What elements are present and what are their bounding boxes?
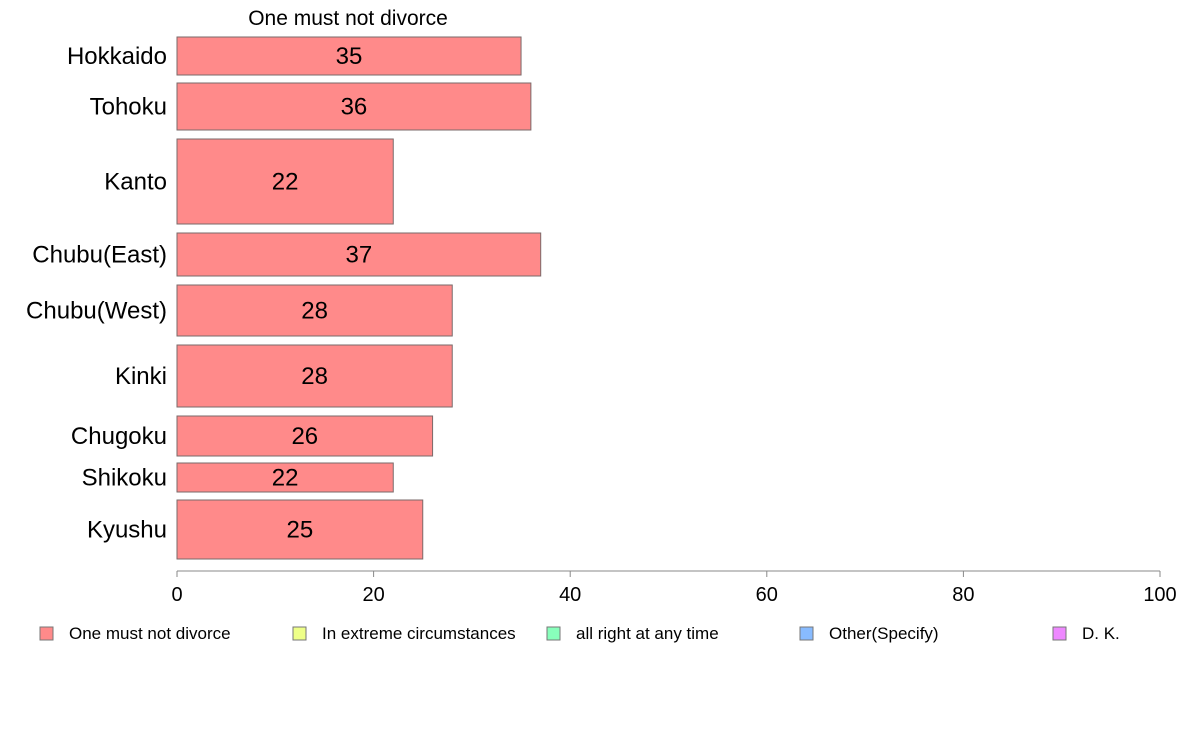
legend: One must not divorce In extreme circumsta… [39, 624, 1120, 643]
legend-swatch [39, 626, 54, 641]
value-label: 22 [272, 169, 299, 196]
legend-swatch [799, 626, 814, 641]
bar-kanto-s0 [176, 138, 394, 225]
value-label: 35 [336, 43, 363, 70]
x-tick-label: 40 [559, 584, 581, 606]
bar-chubu-east--s0 [176, 232, 542, 277]
category-label: Chugoku [71, 423, 167, 450]
category-label: Shikoku [82, 465, 167, 492]
x-tick-label: 0 [171, 584, 182, 606]
value-label: 26 [291, 423, 318, 450]
value-label: 28 [301, 363, 328, 390]
value-label: 36 [341, 94, 368, 121]
legend-label: Other(Specify) [829, 624, 939, 643]
bar-kyushu-s0 [176, 499, 424, 560]
legend-label: One must not divorce [69, 624, 231, 643]
legend-swatch [292, 626, 307, 641]
chart-title: One must not divorce [248, 7, 448, 30]
x-tick-label: 60 [756, 584, 778, 606]
category-label: Kyushu [87, 517, 167, 544]
bar-chubu-west--s0 [176, 284, 453, 337]
value-label: 25 [287, 517, 314, 544]
value-label: 37 [346, 242, 373, 269]
bar-chugoku-s0 [176, 415, 434, 457]
x-axis: 0 20 40 60 80 100 [171, 570, 1177, 606]
value-label: 22 [272, 465, 299, 492]
category-label: Hokkaido [67, 43, 167, 70]
legend-label: In extreme circumstances [322, 624, 516, 643]
legend-label: D. K. [1082, 624, 1120, 643]
category-label: Chubu(West) [26, 298, 167, 325]
legend-label: all right at any time [576, 624, 719, 643]
x-tick-label: 100 [1143, 584, 1176, 606]
x-tick-label: 80 [952, 584, 974, 606]
bar-hokkaido-s0 [176, 36, 522, 76]
legend-swatch [1052, 626, 1067, 641]
category-label: Chubu(East) [32, 242, 167, 269]
x-tick-label: 20 [362, 584, 384, 606]
value-label: 28 [301, 298, 328, 325]
bar-tohoku-s0 [176, 82, 532, 131]
category-label: Tohoku [90, 94, 167, 121]
category-label: Kanto [104, 169, 167, 196]
bars-group: 35 Hokkaido 36 Tohoku 22 Kanto 37 Chubu(East) 28… [26, 36, 542, 560]
bar-kinki-s0 [176, 344, 453, 408]
category-label: Kinki [115, 363, 167, 390]
legend-swatch [546, 626, 561, 641]
bar-shikoku-s0 [176, 462, 394, 493]
